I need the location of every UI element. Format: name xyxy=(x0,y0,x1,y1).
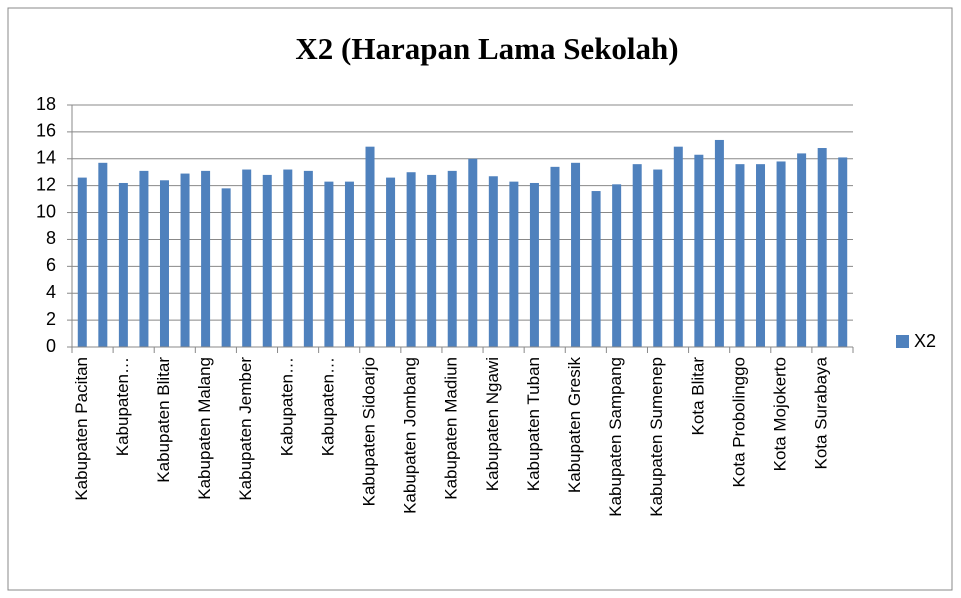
x-tick-label: Kabupaten… xyxy=(113,357,132,456)
x-tick-label: Kabupaten Madiun xyxy=(442,357,461,500)
y-tick-label: 10 xyxy=(36,201,56,221)
x-tick-label: Kabupaten… xyxy=(318,357,337,456)
y-tick-label: 2 xyxy=(46,309,56,329)
chart-border xyxy=(7,7,953,591)
bar xyxy=(714,139,724,347)
bar xyxy=(180,173,190,347)
bar xyxy=(118,182,128,347)
bar xyxy=(756,164,766,347)
bar xyxy=(242,169,252,347)
bar xyxy=(817,148,827,347)
x-tick-label: Kabupaten Pacitan xyxy=(72,357,91,501)
x-tick-label: Kabupaten Sumenep xyxy=(647,357,666,517)
x-tick-label: Kabupaten Malang xyxy=(195,357,214,500)
bar xyxy=(632,164,642,347)
x-tick-label: Kabupaten Tuban xyxy=(524,357,543,491)
bar xyxy=(386,177,396,347)
bar xyxy=(139,170,149,347)
bar xyxy=(468,158,478,347)
x-tick-label: Kabupaten Jombang xyxy=(401,357,420,514)
bar xyxy=(447,170,457,347)
bar xyxy=(694,154,704,347)
y-tick-label: 12 xyxy=(36,174,56,194)
x-tick-label: Kabupaten Jember xyxy=(236,357,255,501)
bar xyxy=(283,169,293,347)
bar xyxy=(488,176,498,347)
x-tick-label: Kabupaten Sidoarjo xyxy=(359,357,378,506)
bar xyxy=(776,161,786,347)
y-tick-label: 8 xyxy=(46,228,56,248)
bar xyxy=(365,146,375,347)
bar xyxy=(735,164,745,347)
bar xyxy=(591,191,601,347)
x-tick-label: Kabupaten Gresik xyxy=(565,357,584,494)
x-tick-label: Kabupaten Blitar xyxy=(154,357,173,483)
bar xyxy=(221,188,231,347)
bar xyxy=(550,166,560,347)
x-tick-label: Kota Mojokerto xyxy=(771,357,790,471)
bar xyxy=(509,181,519,347)
bar xyxy=(201,170,211,347)
bar xyxy=(673,146,683,347)
bar xyxy=(571,162,581,347)
bar xyxy=(77,177,87,347)
y-tick-label: 6 xyxy=(46,255,56,275)
bar xyxy=(427,174,437,347)
y-tick-label: 14 xyxy=(36,148,56,168)
legend-label: X2 xyxy=(914,331,936,351)
x-tick-label: Kabupaten Sampang xyxy=(606,357,625,517)
bar xyxy=(653,169,663,347)
bar xyxy=(797,153,807,347)
x-tick-label: Kabupaten Ngawi xyxy=(483,357,502,491)
y-tick-label: 4 xyxy=(46,282,56,302)
bar xyxy=(612,184,622,347)
y-tick-label: 16 xyxy=(36,121,56,141)
bar xyxy=(98,162,108,347)
legend-swatch xyxy=(896,335,909,348)
x-tick-label: Kabupaten… xyxy=(277,357,296,456)
x-tick-label: Kota Blitar xyxy=(688,357,707,436)
x-tick-label: Kota Probolinggo xyxy=(729,357,748,487)
bar xyxy=(324,181,334,347)
bar xyxy=(344,181,354,347)
x-tick-label: Kota Surabaya xyxy=(812,356,831,469)
bar xyxy=(303,170,313,347)
bar xyxy=(262,174,272,347)
bar xyxy=(838,157,848,347)
y-tick-label: 18 xyxy=(36,94,56,114)
bar xyxy=(529,182,539,347)
y-tick-label: 0 xyxy=(46,336,56,356)
bar xyxy=(159,180,169,347)
bar xyxy=(406,172,416,347)
chart-title: X2 (Harapan Lama Sekolah) xyxy=(295,31,678,66)
